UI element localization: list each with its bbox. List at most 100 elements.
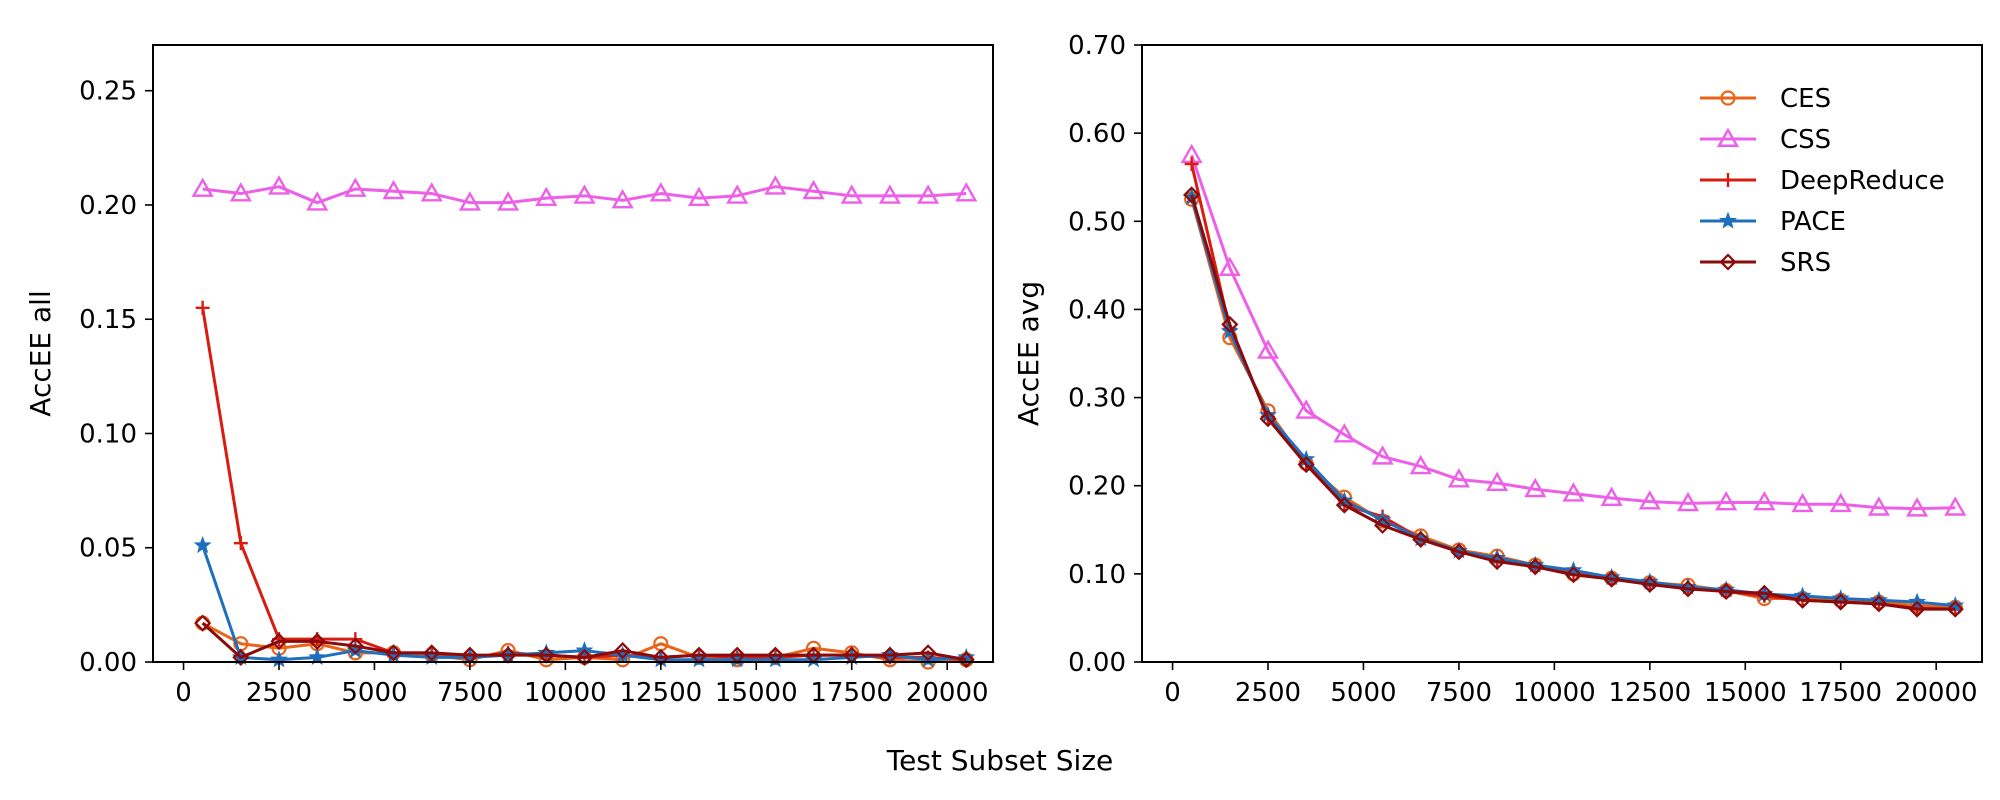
y-axis-label: AccEE avg bbox=[1012, 281, 1045, 426]
y-tick-label: 0.15 bbox=[79, 305, 137, 335]
data-point-css bbox=[1715, 491, 1738, 511]
data-point-deepreduce bbox=[233, 536, 248, 551]
data-point-srs bbox=[1946, 600, 1964, 618]
data-point-css bbox=[649, 182, 672, 202]
legend-marker-css bbox=[1716, 127, 1740, 147]
data-point-srs bbox=[575, 648, 594, 666]
data-point-srs bbox=[270, 632, 288, 650]
data-point-css bbox=[1256, 339, 1280, 359]
data-point-css bbox=[1486, 471, 1509, 492]
x-tick-label: 2500 bbox=[246, 678, 312, 708]
data-point-css bbox=[764, 175, 787, 195]
data-point-css bbox=[1867, 496, 1890, 516]
data-point-css bbox=[726, 184, 749, 204]
data-point-srs bbox=[957, 651, 975, 669]
data-point-srs bbox=[1488, 552, 1506, 571]
data-point-css bbox=[1562, 482, 1585, 502]
data-point-srs bbox=[1793, 591, 1812, 609]
data-point-css bbox=[687, 186, 711, 207]
data-point-css bbox=[1676, 491, 1700, 512]
data-point-pace bbox=[1717, 580, 1736, 598]
y-tick-label: 0.10 bbox=[1068, 560, 1126, 590]
y-tick-label: 0.70 bbox=[1068, 31, 1126, 61]
x-tick-label: 17500 bbox=[810, 678, 893, 708]
data-point-srs bbox=[1412, 530, 1430, 549]
data-point-srs bbox=[1183, 186, 1201, 204]
data-point-srs bbox=[1641, 575, 1659, 593]
x-tick-label: 17500 bbox=[1799, 678, 1882, 708]
data-point-css bbox=[306, 191, 329, 211]
data-point-css bbox=[1447, 468, 1470, 488]
series-line-srs bbox=[201, 622, 967, 662]
data-point-srs bbox=[384, 644, 403, 662]
data-point-css bbox=[1791, 492, 1814, 513]
legend-marker-deepreduce bbox=[1721, 173, 1735, 187]
data-point-srs bbox=[423, 644, 441, 662]
data-point-srs bbox=[1526, 558, 1544, 576]
data-point-css bbox=[420, 182, 443, 202]
plot-frame bbox=[152, 44, 994, 663]
data-point-deepreduce bbox=[195, 300, 210, 315]
data-point-css bbox=[497, 191, 520, 211]
legend-item-srs: SRS bbox=[1700, 248, 1831, 278]
data-point-css bbox=[878, 184, 901, 204]
x-tick-label: 20000 bbox=[1895, 678, 1978, 708]
data-point-pace bbox=[193, 536, 212, 554]
data-point-srs bbox=[1259, 410, 1277, 428]
data-point-css bbox=[573, 184, 596, 204]
data-point-css bbox=[1944, 496, 1967, 516]
data-point-css bbox=[1906, 497, 1929, 517]
y-tick-label: 0.40 bbox=[1068, 295, 1126, 325]
y-tick-label: 0.00 bbox=[1068, 648, 1126, 678]
series-layer bbox=[191, 175, 978, 670]
data-point-srs bbox=[1908, 600, 1926, 618]
data-point-pace bbox=[1679, 577, 1697, 595]
x-tick-label: 0 bbox=[175, 678, 192, 708]
data-point-css bbox=[1600, 486, 1623, 507]
y-tick-label: 0.20 bbox=[79, 191, 137, 221]
x-tick-label: 20000 bbox=[906, 678, 989, 708]
data-point-srs bbox=[1564, 566, 1583, 584]
data-point-srs bbox=[194, 614, 212, 632]
data-point-deepreduce bbox=[1184, 156, 1199, 171]
data-point-srs bbox=[1450, 543, 1468, 561]
data-point-srs bbox=[1297, 456, 1315, 474]
legend-item-pace: PACE bbox=[1700, 207, 1846, 237]
y-tick-label: 0.50 bbox=[1068, 207, 1126, 237]
data-point-css bbox=[1638, 490, 1661, 510]
data-point-css bbox=[267, 175, 291, 195]
data-point-pace bbox=[1449, 541, 1468, 559]
legend-label: PACE bbox=[1780, 207, 1846, 237]
data-point-css bbox=[1333, 423, 1356, 443]
data-point-srs bbox=[1335, 496, 1353, 514]
legend-marker-ces bbox=[1720, 90, 1736, 106]
data-point-css bbox=[840, 184, 863, 204]
data-point-css bbox=[1371, 445, 1394, 465]
series-deepreduce bbox=[195, 300, 974, 667]
legend-label: CSS bbox=[1780, 125, 1831, 155]
data-point-srs bbox=[308, 632, 326, 650]
legend-item-css: CSS bbox=[1700, 125, 1831, 155]
x-tick-label: 15000 bbox=[715, 678, 798, 708]
legend-marker-pace bbox=[1719, 211, 1737, 229]
data-point-css bbox=[1524, 477, 1547, 498]
legend-marker-srs bbox=[1719, 253, 1737, 271]
x-tick-label: 5000 bbox=[1330, 678, 1396, 708]
data-point-srs bbox=[1832, 593, 1850, 611]
y-tick-label: 0.60 bbox=[1068, 119, 1126, 149]
data-point-css bbox=[458, 191, 481, 211]
data-point-srs bbox=[1603, 570, 1621, 588]
data-point-srs bbox=[346, 637, 364, 655]
data-point-css bbox=[1295, 399, 1318, 419]
x-tick-label: 10000 bbox=[1513, 678, 1596, 708]
data-point-srs bbox=[1717, 582, 1735, 601]
legend-item-ces: CES bbox=[1700, 84, 1831, 114]
x-tick-label: 5000 bbox=[341, 678, 407, 708]
data-point-srs bbox=[1679, 580, 1697, 598]
y-tick-label: 0.30 bbox=[1068, 384, 1126, 414]
data-point-css bbox=[344, 177, 367, 197]
data-point-css bbox=[191, 177, 214, 197]
series-line-srs bbox=[1190, 194, 1956, 611]
right-panel-accee-avg: 0 2500 5000 7500 10000 12500 15000 17500 20000 0.… bbox=[1012, 31, 1983, 708]
